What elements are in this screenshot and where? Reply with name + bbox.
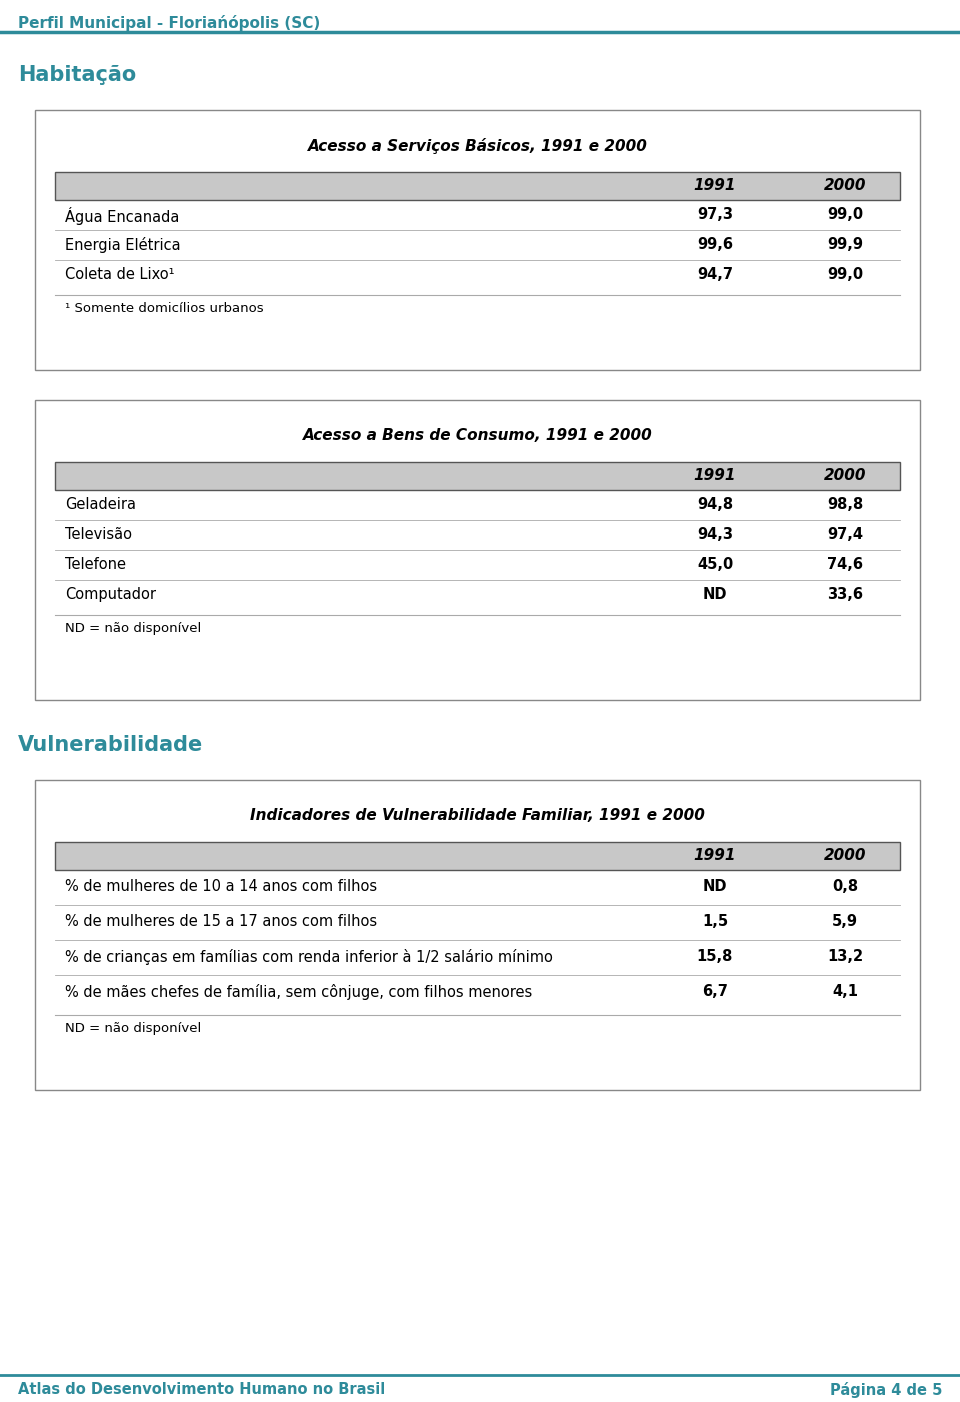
- Text: % de mulheres de 15 a 17 anos com filhos: % de mulheres de 15 a 17 anos com filhos: [65, 914, 377, 930]
- Text: 97,3: 97,3: [697, 207, 733, 222]
- Text: 99,9: 99,9: [827, 237, 863, 252]
- Text: 94,7: 94,7: [697, 266, 733, 282]
- Text: Indicadores de Vulnerabilidade Familiar, 1991 e 2000: Indicadores de Vulnerabilidade Familiar,…: [250, 808, 705, 823]
- Text: 1991: 1991: [694, 178, 736, 193]
- Text: 99,0: 99,0: [827, 207, 863, 222]
- Bar: [35, 109, 920, 370]
- Text: 15,8: 15,8: [697, 949, 733, 965]
- Text: 2000: 2000: [824, 178, 866, 193]
- Text: Água Encanada: Água Encanada: [65, 207, 180, 224]
- Text: 99,0: 99,0: [827, 266, 863, 282]
- Text: 2000: 2000: [824, 468, 866, 484]
- Text: ¹ Somente domicílios urbanos: ¹ Somente domicílios urbanos: [65, 301, 264, 315]
- Text: Página 4 de 5: Página 4 de 5: [829, 1382, 942, 1398]
- Text: 45,0: 45,0: [697, 557, 733, 572]
- Text: 0,8: 0,8: [832, 879, 858, 894]
- Text: Telefone: Telefone: [65, 557, 126, 572]
- Text: 94,3: 94,3: [697, 527, 733, 543]
- Text: ND = não disponível: ND = não disponível: [65, 622, 202, 635]
- Bar: [55, 463, 900, 491]
- Text: Acesso a Serviços Básicos, 1991 e 2000: Acesso a Serviços Básicos, 1991 e 2000: [307, 137, 647, 154]
- Text: ND: ND: [703, 587, 728, 601]
- Text: % de mães chefes de família, sem cônjuge, com filhos menores: % de mães chefes de família, sem cônjuge…: [65, 984, 532, 1000]
- Text: 1991: 1991: [694, 848, 736, 864]
- Text: 4,1: 4,1: [832, 984, 858, 1000]
- Text: 1991: 1991: [694, 468, 736, 484]
- Text: Atlas do Desenvolvimento Humano no Brasil: Atlas do Desenvolvimento Humano no Brasi…: [18, 1382, 385, 1396]
- Text: 99,6: 99,6: [697, 237, 733, 252]
- Text: 2000: 2000: [824, 848, 866, 864]
- Bar: [55, 172, 900, 200]
- Text: Computador: Computador: [65, 587, 156, 601]
- Text: 97,4: 97,4: [827, 527, 863, 543]
- Text: 5,9: 5,9: [832, 914, 858, 930]
- Text: Perfil Municipal - Floriańópolis (SC): Perfil Municipal - Floriańópolis (SC): [18, 15, 321, 31]
- Text: 74,6: 74,6: [827, 557, 863, 572]
- Text: Coleta de Lixo¹: Coleta de Lixo¹: [65, 266, 175, 282]
- Text: Vulnerabilidade: Vulnerabilidade: [18, 735, 204, 756]
- Bar: [55, 843, 900, 871]
- Bar: [35, 400, 920, 700]
- Text: 6,7: 6,7: [702, 984, 728, 1000]
- Text: % de crianças em famílias com renda inferior à 1/2 salário mínimo: % de crianças em famílias com renda infe…: [65, 949, 553, 965]
- Text: 1,5: 1,5: [702, 914, 728, 930]
- Text: Acesso a Bens de Consumo, 1991 e 2000: Acesso a Bens de Consumo, 1991 e 2000: [302, 428, 653, 443]
- Text: 94,8: 94,8: [697, 496, 733, 512]
- Bar: [35, 780, 920, 1089]
- Text: Habitação: Habitação: [18, 64, 136, 86]
- Text: Energia Elétrica: Energia Elétrica: [65, 237, 180, 252]
- Text: 98,8: 98,8: [827, 496, 863, 512]
- Text: ND = não disponível: ND = não disponível: [65, 1022, 202, 1035]
- Text: % de mulheres de 10 a 14 anos com filhos: % de mulheres de 10 a 14 anos com filhos: [65, 879, 377, 894]
- Text: 13,2: 13,2: [827, 949, 863, 965]
- Text: ND: ND: [703, 879, 728, 894]
- Text: Geladeira: Geladeira: [65, 496, 136, 512]
- Text: 33,6: 33,6: [827, 587, 863, 601]
- Text: Televisão: Televisão: [65, 527, 132, 543]
